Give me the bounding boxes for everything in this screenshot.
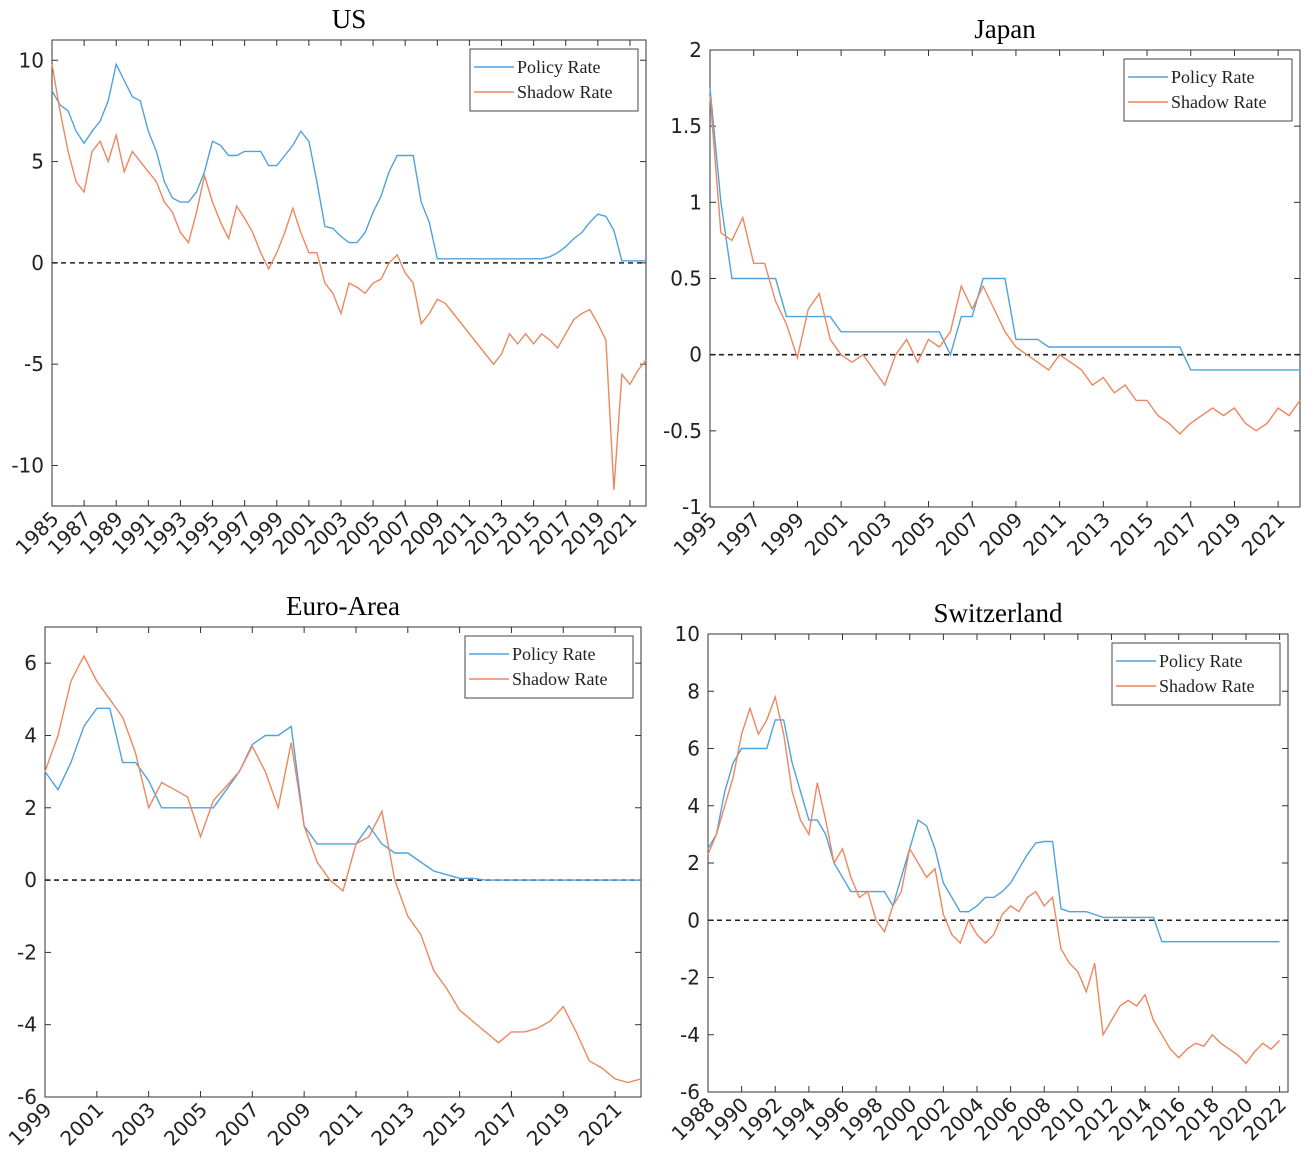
series-line <box>709 95 1301 435</box>
series-line <box>51 64 647 490</box>
y-tick-label: 0 <box>687 908 700 932</box>
legend-box <box>1111 642 1281 706</box>
x-tick-label: 2007 <box>931 508 984 561</box>
x-tick-label: 2003 <box>843 508 896 561</box>
y-tick-label: 0 <box>24 868 37 892</box>
legend: Policy Rate Shadow Rate <box>469 48 639 112</box>
series-line <box>709 88 1300 371</box>
y-tick-label: 6 <box>687 737 700 761</box>
y-tick-label: -2 <box>680 966 700 990</box>
x-tick-label: 2009 <box>263 1098 316 1151</box>
chart-title: Switzerland <box>934 598 1063 628</box>
x-tick-label: 1999 <box>756 508 809 561</box>
plot-area <box>51 39 647 507</box>
series-line <box>707 719 1280 943</box>
x-tick-label: 1997 <box>712 508 765 561</box>
y-tick-label: 4 <box>24 723 37 747</box>
chart-panel: Switzerland-6-4-202468101988199019921994… <box>667 598 1292 1146</box>
y-tick-label: 10 <box>675 622 700 646</box>
chart-title: US <box>332 4 367 34</box>
x-tick-label: 2005 <box>887 508 940 561</box>
y-tick-label: 6 <box>24 651 37 675</box>
legend: Policy Rate Shadow Rate <box>1111 642 1281 706</box>
series-line <box>707 694 1281 1065</box>
y-tick-label: 2 <box>689 38 702 62</box>
legend-label: Policy Rate <box>517 57 601 77</box>
x-tick-label: 2021 <box>1237 508 1290 561</box>
y-tick-label: 1.5 <box>670 114 702 138</box>
legend-box <box>469 48 639 112</box>
x-tick-label: 2013 <box>366 1098 419 1151</box>
x-tick-label: 2011 <box>315 1098 368 1151</box>
chart-panel: Japan-1-0.500.511.5219951997199920012003… <box>663 14 1301 561</box>
x-tick-label: 2007 <box>211 1098 264 1151</box>
x-tick-label: 2001 <box>55 1098 108 1151</box>
y-tick-label: 0 <box>689 343 702 367</box>
legend-label: Policy Rate <box>1159 651 1243 671</box>
y-tick-label: 10 <box>19 48 44 72</box>
y-tick-label: 5 <box>31 150 44 174</box>
plot-area <box>707 633 1289 1093</box>
series-line <box>44 707 641 881</box>
legend-box <box>1123 58 1293 122</box>
y-tick-label: -6 <box>680 1080 700 1104</box>
y-tick-label: 0 <box>31 251 44 275</box>
y-tick-label: -5 <box>24 352 44 376</box>
x-tick-label: 2015 <box>1106 508 1159 561</box>
y-tick-label: 2 <box>24 796 37 820</box>
chart-panel: US-10-5051019851987198919911993199519971… <box>11 4 647 560</box>
y-tick-label: -10 <box>11 453 44 477</box>
y-tick-label: 8 <box>687 679 700 703</box>
legend-label: Shadow Rate <box>1159 676 1254 696</box>
x-tick-label: 2011 <box>1018 508 1071 561</box>
x-tick-label: 2015 <box>418 1098 471 1151</box>
y-tick-label: -0.5 <box>663 419 702 443</box>
y-tick-label: -2 <box>17 940 37 964</box>
series-line <box>51 62 646 262</box>
legend: Policy Rate Shadow Rate <box>464 635 634 699</box>
legend-box <box>464 635 634 699</box>
x-tick-label: 2001 <box>800 508 853 561</box>
chart-title: Euro-Area <box>286 591 400 621</box>
legend-label: Shadow Rate <box>517 82 612 102</box>
y-tick-label: -6 <box>17 1085 37 1109</box>
plot-area <box>44 626 642 1098</box>
legend-label: Policy Rate <box>1171 67 1255 87</box>
x-tick-label: 2019 <box>1193 508 1246 561</box>
legend: Policy Rate Shadow Rate <box>1123 58 1293 122</box>
x-tick-label: 2013 <box>1062 508 1115 561</box>
x-tick-label: 2017 <box>470 1098 523 1151</box>
y-tick-label: -4 <box>680 1023 700 1047</box>
x-tick-label: 2005 <box>159 1098 212 1151</box>
y-tick-label: -1 <box>682 495 702 519</box>
legend-label: Shadow Rate <box>1171 92 1266 112</box>
y-tick-label: 4 <box>687 794 700 818</box>
y-tick-label: 2 <box>687 851 700 875</box>
x-tick-label: 2021 <box>574 1098 627 1151</box>
x-tick-label: 2017 <box>1149 508 1202 561</box>
x-tick-label: 2019 <box>522 1098 575 1151</box>
legend-label: Shadow Rate <box>512 669 607 689</box>
series-line <box>44 654 642 1084</box>
y-tick-label: -4 <box>17 1013 37 1037</box>
y-tick-label: 0.5 <box>670 267 702 291</box>
chart-title: Japan <box>974 14 1036 44</box>
x-tick-label: 2003 <box>107 1098 160 1151</box>
x-tick-label: 2009 <box>974 508 1027 561</box>
y-tick-label: 1 <box>689 190 702 214</box>
legend-label: Policy Rate <box>512 644 596 664</box>
chart-panel: Euro-Area-6-4-20246199920012003200520072… <box>4 591 642 1151</box>
